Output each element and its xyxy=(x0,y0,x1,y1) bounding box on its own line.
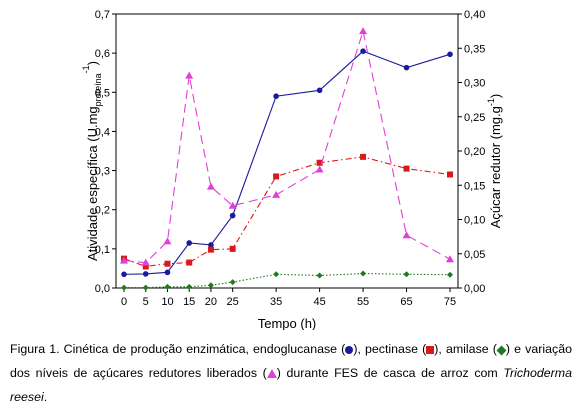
left-y-tick-label: 0,3 xyxy=(95,166,110,178)
x-tick-label: 65 xyxy=(400,296,412,308)
series-3-point xyxy=(120,256,128,264)
series-1-point xyxy=(142,263,149,270)
series-2-point xyxy=(142,284,149,291)
series-0-point xyxy=(186,240,192,246)
series-3-line xyxy=(123,28,451,264)
series-1-point xyxy=(164,260,171,267)
x-tick-label: 15 xyxy=(183,296,195,308)
left-y-tick-label: 0,5 xyxy=(95,87,110,99)
series-2-point xyxy=(316,272,323,279)
series-2-point xyxy=(229,279,236,286)
series-2-line xyxy=(124,272,451,289)
series-2-point xyxy=(273,271,280,278)
x-tick-label: 75 xyxy=(444,296,456,308)
right-y-axis-ticks: 0,00 0,05 0,10 0,15 0,20 0,25 0,30 0,35 0,40 xyxy=(458,9,485,295)
chart: 0 5 10 15 20 25 35 45 55 65 75 0,00,10,20,30,40,50… xyxy=(81,9,503,330)
left-y-tick-label: 0,1 xyxy=(95,244,110,256)
right-y-tick-label: 0,40 xyxy=(464,9,485,21)
series-3-point xyxy=(185,71,194,79)
right-y-tick-label: 0,05 xyxy=(464,249,485,261)
series-3-point xyxy=(206,182,215,190)
series-0-point xyxy=(273,93,279,99)
series-0-point xyxy=(229,212,236,219)
right-y-axis-title: Açúcar redutor (mg.g-1) xyxy=(486,94,503,228)
series-1-point xyxy=(403,165,410,172)
x-tick-label: 45 xyxy=(313,296,325,308)
left-y-tick-label: 0,0 xyxy=(95,283,110,295)
series-group xyxy=(120,27,454,291)
series-3-point xyxy=(359,27,368,35)
series-2-point xyxy=(403,271,410,278)
x-tick-label: 35 xyxy=(270,296,282,308)
x-tick-label: 55 xyxy=(357,296,369,308)
right-y-tick-label: 0,25 xyxy=(464,112,485,124)
series-3-point xyxy=(228,201,237,209)
endoglucanase-marker-icon xyxy=(345,346,354,354)
series-3-point xyxy=(141,258,150,266)
series-1-point xyxy=(186,259,193,266)
x-tick-label: 5 xyxy=(143,296,149,308)
plot-border xyxy=(115,13,459,289)
right-y-tick-label: 0,30 xyxy=(464,78,485,90)
x-tick-label: 25 xyxy=(227,296,239,308)
right-y-tick-label: 0,00 xyxy=(464,283,485,295)
caption-text-2: ), pectinase ( xyxy=(353,342,427,356)
caption-species: Trichoderma reesei xyxy=(10,366,572,404)
series-1-point xyxy=(360,153,367,160)
left-y-tick-label: 0,4 xyxy=(95,126,110,138)
caption-end: . xyxy=(43,390,48,404)
series-3-point xyxy=(315,165,324,173)
series-2-point xyxy=(447,271,453,278)
left-y-axis-ticks: 0,0 0,1 0,2 0,3 0,4 0,5 0,6 0,7 xyxy=(95,9,116,295)
series-0-point xyxy=(208,242,214,248)
plot-frame xyxy=(115,13,459,289)
series-3-point xyxy=(272,190,281,198)
series-1-point xyxy=(316,159,323,166)
x-tick-label: 0 xyxy=(121,296,127,308)
caption-text-1: Figura 1. Cinética de produção enzimátic… xyxy=(10,342,346,356)
left-y-tick-label: 0,6 xyxy=(95,48,110,60)
caption-text-5: ) durante FES de casca de arroz com xyxy=(276,366,504,380)
left-y-tick-label: 0,7 xyxy=(95,9,110,21)
series-0-point xyxy=(121,271,127,278)
series-3-point xyxy=(402,231,411,239)
x-axis-title: Tempo (h) xyxy=(258,316,317,330)
series-0-point xyxy=(447,51,453,58)
series-0-point xyxy=(142,271,149,277)
series-1-point xyxy=(207,246,214,253)
left-y-axis-title: Atividade específica (U.mgproteína-1) xyxy=(81,61,103,261)
caption-text-4: ) e variação dos níveis de açúcares redu… xyxy=(10,342,572,380)
series-0-point xyxy=(164,269,171,276)
right-y-tick-label: 0,15 xyxy=(464,180,485,192)
series-0-point xyxy=(403,64,410,71)
series-2-point xyxy=(121,284,127,291)
left-y-tick-label: 0,2 xyxy=(95,205,110,217)
series-0-point xyxy=(360,48,366,54)
right-y-tick-label: 0,10 xyxy=(464,215,485,227)
series-1-point xyxy=(273,173,280,180)
reducing-sugar-marker-icon xyxy=(266,369,277,378)
right-y-tick-label: 0,35 xyxy=(464,43,485,55)
right-y-tick-label: 0,20 xyxy=(464,146,485,158)
x-tick-label: 10 xyxy=(161,296,173,308)
pectinase-marker-icon xyxy=(426,346,435,354)
series-1-point xyxy=(447,171,453,178)
series-1-point xyxy=(229,245,236,252)
amilase-marker-icon xyxy=(496,345,507,356)
series-2-point xyxy=(164,283,171,290)
x-axis-ticks: 0 5 10 15 20 25 35 45 55 65 75 xyxy=(121,288,456,308)
series-0-point xyxy=(316,87,323,94)
series-0-line xyxy=(123,50,451,275)
series-3-point xyxy=(446,255,454,263)
caption-text-3: ), amilase ( xyxy=(434,342,497,356)
series-3-point xyxy=(163,237,172,245)
series-2-point xyxy=(360,270,367,277)
x-tick-label: 20 xyxy=(205,296,217,308)
series-2-point xyxy=(186,283,193,290)
figure-caption: Figura 1. Cinética de produção enzimátic… xyxy=(10,337,572,409)
series-2-point xyxy=(207,282,214,289)
